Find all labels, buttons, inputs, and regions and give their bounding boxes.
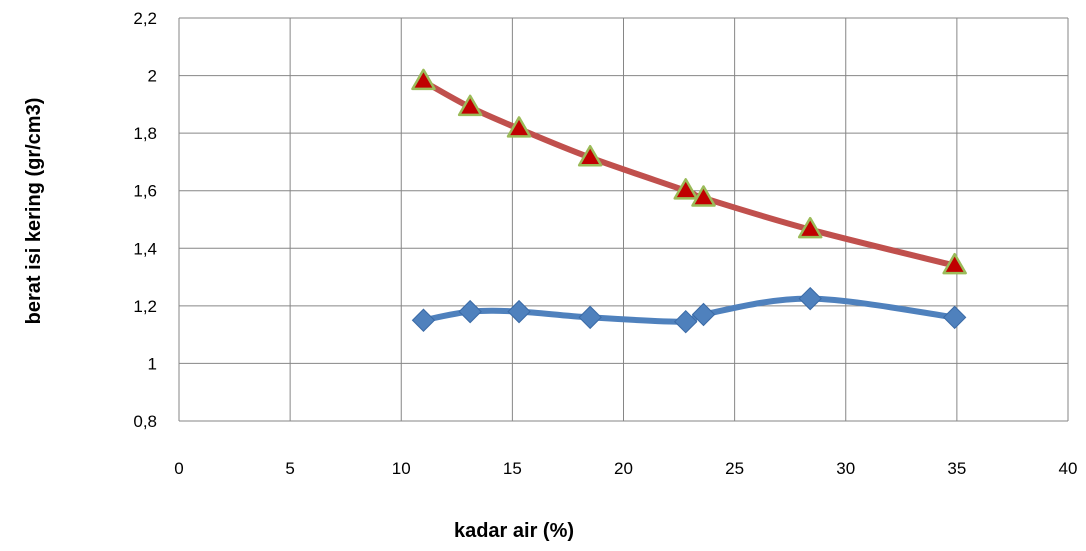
data-point-triangle bbox=[691, 185, 716, 207]
x-tick-label: 40 bbox=[1059, 459, 1078, 478]
data-point-diamond bbox=[798, 286, 822, 311]
y-tick-label: 2 bbox=[148, 67, 157, 86]
y-tick-label: 1,6 bbox=[133, 182, 157, 201]
y-tick-labels: 0,8 1 1,2 1,4 1,6 1,8 2 2,2 bbox=[133, 9, 157, 431]
x-tick-labels: 0 5 10 15 20 25 30 35 40 bbox=[174, 459, 1077, 478]
x-tick-label: 25 bbox=[725, 459, 744, 478]
series-1 bbox=[411, 286, 967, 334]
x-tick-label: 0 bbox=[174, 459, 183, 478]
data-point-diamond bbox=[942, 305, 967, 330]
y-tick-label: 1 bbox=[148, 354, 157, 373]
x-axis-title: kadar air (%) bbox=[454, 520, 574, 542]
series-group bbox=[411, 68, 967, 334]
x-tick-label: 5 bbox=[285, 459, 294, 478]
data-point-triangle bbox=[797, 216, 823, 239]
x-tick-label: 35 bbox=[947, 459, 966, 478]
data-point-triangle bbox=[577, 144, 603, 167]
grid bbox=[178, 17, 1069, 422]
y-axis-title: berat isi kering (gr/cm3) bbox=[23, 98, 45, 325]
data-point-triangle bbox=[942, 252, 967, 275]
data-point-diamond bbox=[578, 305, 602, 330]
y-tick-label: 2,2 bbox=[133, 9, 157, 28]
x-tick-label: 20 bbox=[614, 459, 633, 478]
data-point-diamond bbox=[507, 299, 531, 324]
x-tick-label: 30 bbox=[836, 459, 855, 478]
data-point-triangle bbox=[506, 116, 532, 138]
x-tick-label: 15 bbox=[503, 459, 522, 478]
y-tick-label: 0,8 bbox=[133, 412, 157, 431]
series-2 bbox=[411, 68, 967, 275]
data-point-diamond bbox=[674, 309, 698, 334]
data-point-diamond bbox=[458, 299, 482, 324]
y-tick-label: 1,8 bbox=[133, 124, 157, 143]
data-point-triangle bbox=[673, 178, 698, 200]
y-tick-label: 1,2 bbox=[133, 297, 157, 316]
series-line bbox=[420, 78, 958, 269]
data-point-diamond bbox=[411, 308, 436, 332]
y-tick-label: 1,4 bbox=[133, 239, 157, 258]
data-point-diamond bbox=[691, 302, 716, 327]
data-point-triangle bbox=[411, 68, 436, 91]
x-tick-label: 10 bbox=[392, 459, 411, 478]
data-point-triangle bbox=[457, 94, 483, 117]
